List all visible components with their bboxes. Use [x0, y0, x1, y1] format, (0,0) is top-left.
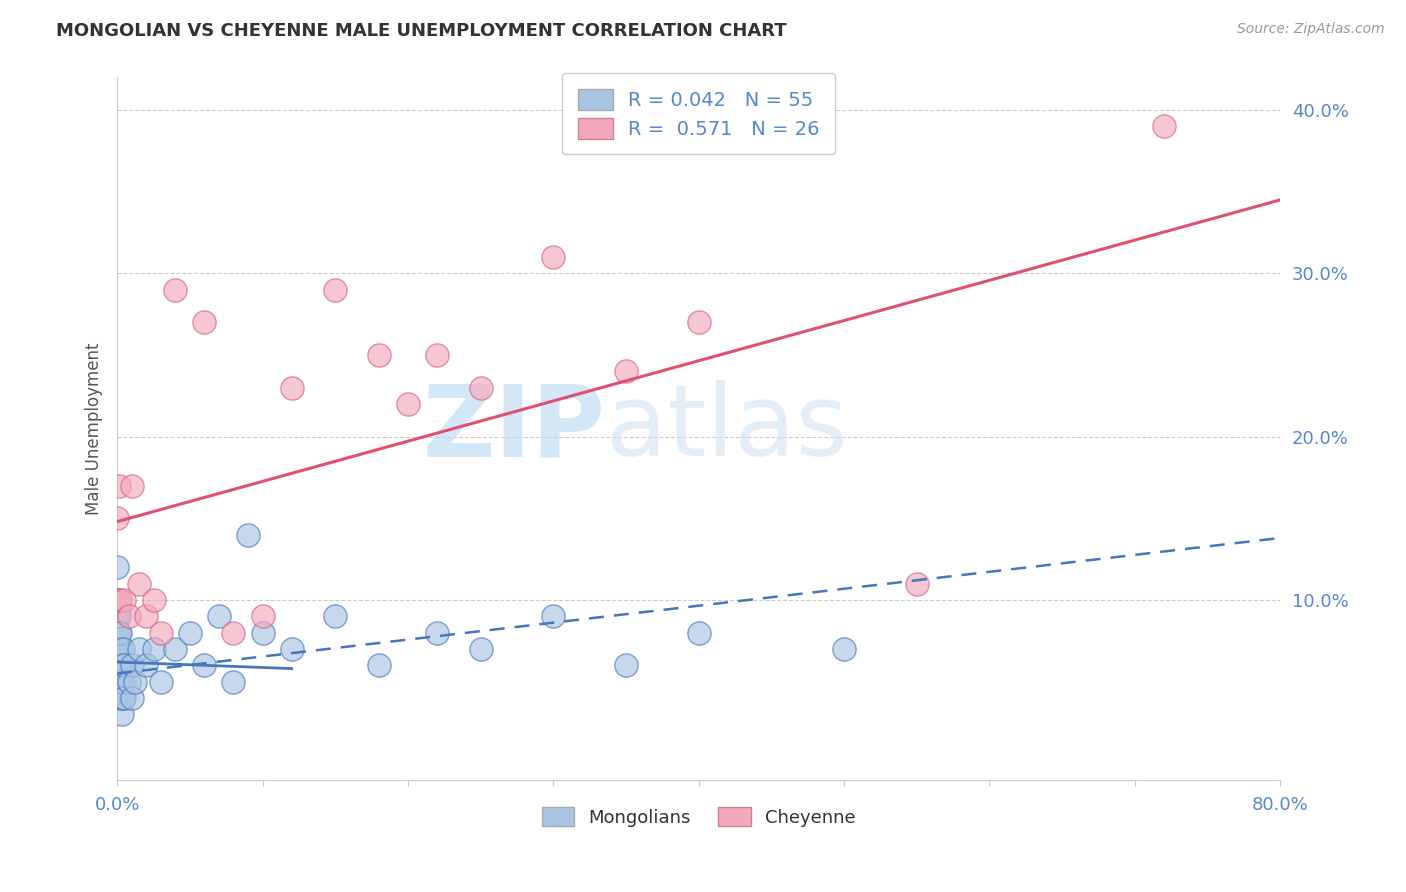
Point — [111, 674, 134, 689]
Point — [111, 690, 134, 705]
Point — [107, 690, 129, 705]
Point — [105, 642, 128, 657]
Point — [108, 642, 131, 657]
Point — [105, 511, 128, 525]
Point — [222, 674, 245, 689]
Point — [110, 674, 132, 689]
Point — [832, 642, 855, 657]
Point — [105, 674, 128, 689]
Point — [252, 609, 274, 624]
Point — [323, 609, 346, 624]
Point — [128, 642, 150, 657]
Point — [108, 658, 131, 673]
Point — [323, 283, 346, 297]
Point — [108, 593, 131, 607]
Point — [165, 283, 187, 297]
Legend: Mongolians, Cheyenne: Mongolians, Cheyenne — [534, 800, 863, 834]
Point — [107, 642, 129, 657]
Point — [107, 593, 129, 607]
Text: MONGOLIAN VS CHEYENNE MALE UNEMPLOYMENT CORRELATION CHART: MONGOLIAN VS CHEYENNE MALE UNEMPLOYMENT … — [56, 22, 787, 40]
Point — [470, 381, 492, 395]
Point — [114, 593, 136, 607]
Point — [108, 690, 131, 705]
Point — [396, 397, 419, 411]
Point — [105, 658, 128, 673]
Point — [118, 609, 141, 624]
Point — [107, 658, 129, 673]
Point — [105, 609, 128, 624]
Point — [688, 315, 710, 329]
Point — [280, 642, 302, 657]
Point — [107, 658, 129, 673]
Point — [107, 625, 129, 640]
Point — [135, 658, 157, 673]
Point — [121, 690, 143, 705]
Point — [426, 348, 449, 362]
Point — [367, 348, 389, 362]
Point — [107, 609, 129, 624]
Point — [105, 642, 128, 657]
Point — [426, 625, 449, 640]
Point — [105, 593, 128, 607]
Point — [367, 658, 389, 673]
Point — [121, 478, 143, 492]
Point — [470, 642, 492, 657]
Y-axis label: Male Unemployment: Male Unemployment — [86, 343, 103, 515]
Point — [688, 625, 710, 640]
Point — [121, 658, 143, 673]
Point — [107, 674, 129, 689]
Point — [108, 625, 131, 640]
Point — [222, 625, 245, 640]
Point — [179, 625, 201, 640]
Point — [108, 674, 131, 689]
Point — [118, 674, 141, 689]
Point — [114, 658, 136, 673]
Point — [110, 707, 132, 722]
Point — [149, 674, 172, 689]
Point — [193, 315, 215, 329]
Point — [614, 658, 637, 673]
Point — [1153, 120, 1175, 134]
Text: ZIP: ZIP — [423, 380, 606, 477]
Point — [208, 609, 231, 624]
Point — [105, 625, 128, 640]
Point — [142, 642, 165, 657]
Point — [105, 690, 128, 705]
Point — [614, 364, 637, 378]
Point — [105, 658, 128, 673]
Point — [149, 625, 172, 640]
Point — [165, 642, 187, 657]
Point — [543, 609, 565, 624]
Point — [114, 690, 136, 705]
Text: atlas: atlas — [606, 380, 848, 477]
Point — [280, 381, 302, 395]
Point — [252, 625, 274, 640]
Point — [142, 593, 165, 607]
Point — [124, 674, 146, 689]
Point — [905, 576, 928, 591]
Point — [111, 642, 134, 657]
Point — [110, 658, 132, 673]
Point — [105, 560, 128, 574]
Point — [193, 658, 215, 673]
Point — [236, 527, 259, 541]
Point — [107, 478, 129, 492]
Text: Source: ZipAtlas.com: Source: ZipAtlas.com — [1237, 22, 1385, 37]
Point — [135, 609, 157, 624]
Point — [543, 250, 565, 264]
Point — [128, 576, 150, 591]
Point — [107, 674, 129, 689]
